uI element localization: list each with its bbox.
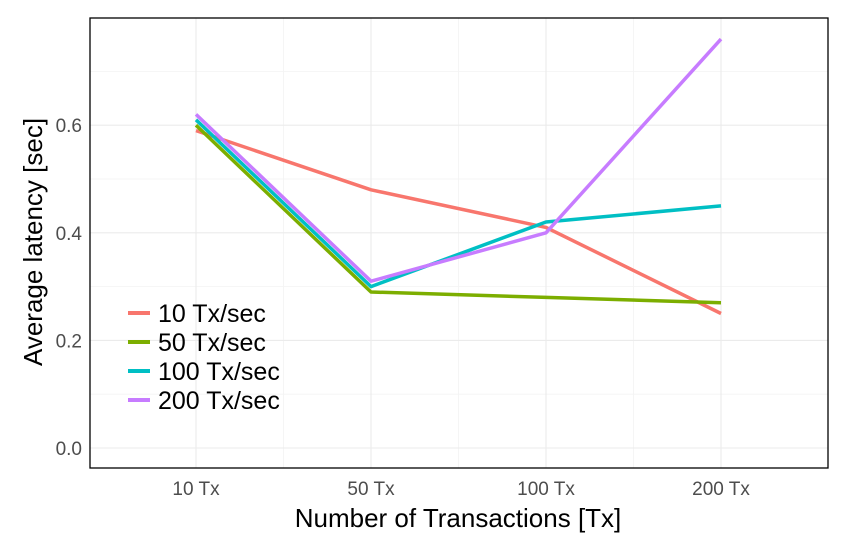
x-axis-title: Number of Transactions [Tx]: [295, 503, 622, 533]
y-tick-label: 0.4: [56, 224, 83, 245]
y-tick-label: 0.2: [56, 331, 82, 352]
legend-label-3: 100 Tx/sec: [158, 358, 280, 386]
y-tick-label: 0.6: [56, 116, 82, 137]
series-lines: [194, 37, 723, 316]
grid: [90, 18, 828, 468]
x-axis-tick-labels: 10 Tx 50 Tx 100 Tx 200 Tx: [172, 479, 750, 500]
series-line-3: [194, 118, 722, 289]
series-line-2: [194, 123, 722, 305]
x-tick-label: 10 Tx: [172, 479, 220, 500]
series-line-4: [194, 37, 723, 283]
legend-label-2: 50 Tx/sec: [158, 329, 266, 357]
x-tick-label: 200 Tx: [692, 479, 750, 500]
legend-label-4: 200 Tx/sec: [158, 387, 280, 415]
series-line-1: [195, 128, 722, 316]
x-tick-label: 50 Tx: [347, 479, 395, 500]
y-axis-title: Average latency [sec]: [18, 118, 48, 366]
y-tick-label: 0.0: [56, 439, 82, 460]
x-tick-label: 100 Tx: [517, 479, 575, 500]
plot-panel-border: [89, 17, 829, 469]
y-axis-tick-labels: 0.0 0.2 0.4 0.6: [56, 116, 83, 460]
legend-label-1: 10 Tx/sec: [158, 300, 266, 328]
